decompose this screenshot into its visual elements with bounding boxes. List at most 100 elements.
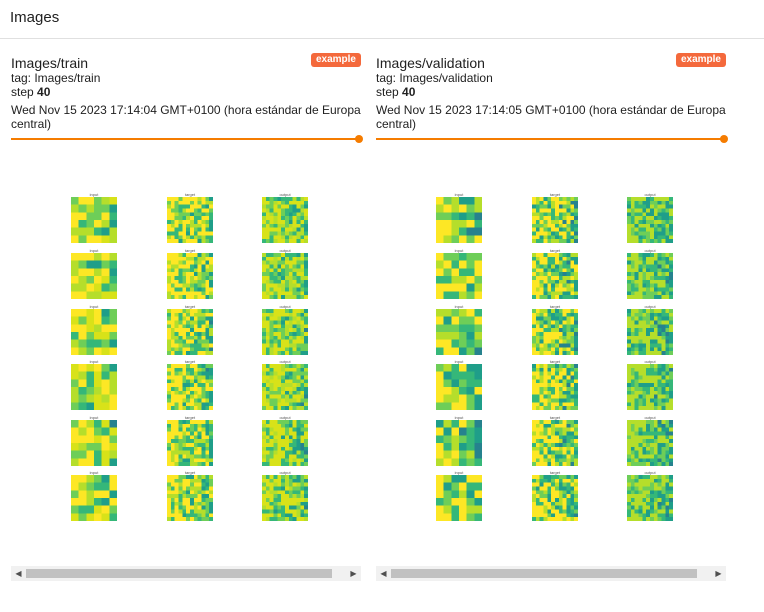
thumbnail-label: target [184, 304, 196, 309]
image-thumbnail-cell: input [436, 248, 482, 300]
thumbnail-label: target [184, 248, 196, 253]
step-slider[interactable] [11, 135, 363, 144]
thumbnail-label: output [279, 192, 291, 197]
heatmap-image [627, 253, 673, 299]
image-grid: input target output input target output input t… [11, 192, 361, 522]
chevron-left-icon[interactable]: ◀ [15, 569, 22, 578]
scrollbar-thumb[interactable] [391, 569, 697, 578]
heatmap-image [532, 309, 578, 355]
heatmap-image [262, 420, 308, 466]
heatmap-image [71, 309, 117, 355]
image-thumbnail-cell: target [532, 359, 578, 411]
thumbnail-label: target [549, 470, 561, 475]
image-thumbnail-cell: input [71, 415, 117, 467]
image-card-validation: Images/validation example tag: Images/va… [376, 52, 728, 582]
image-thumbnail-cell: target [532, 415, 578, 467]
chevron-right-icon[interactable]: ▶ [350, 569, 357, 578]
card-tag: tag: Images/validation [376, 71, 493, 85]
horizontal-scrollbar[interactable]: ◀ ▶ [11, 566, 361, 581]
run-badge: example [310, 53, 361, 67]
thumbnail-label: output [644, 359, 656, 364]
heatmap-image [262, 475, 308, 521]
image-thumbnail-cell: target [167, 415, 213, 467]
step-slider[interactable] [376, 135, 728, 144]
thumbnail-label: input [89, 248, 99, 253]
thumbnail-label: output [279, 415, 291, 420]
image-grid: input target output input target output input t… [376, 192, 726, 522]
thumbnail-label: input [454, 304, 464, 309]
slider-thumb[interactable] [720, 135, 728, 143]
heatmap-image [71, 197, 117, 243]
step-label: step [11, 85, 34, 99]
heatmap-image [262, 253, 308, 299]
heatmap-image [532, 420, 578, 466]
step-value: 40 [37, 85, 51, 99]
slider-thumb[interactable] [355, 135, 363, 143]
thumbnail-label: input [89, 304, 99, 309]
heatmap-image [436, 197, 482, 243]
card-step: step 40 [11, 85, 50, 99]
heatmap-image [436, 309, 482, 355]
heatmap-image [627, 364, 673, 410]
heatmap-image [71, 475, 117, 521]
thumbnail-label: target [184, 470, 196, 475]
page-title: Images [10, 9, 60, 26]
image-thumbnail-cell: output [262, 415, 308, 467]
step-value: 40 [402, 85, 416, 99]
heatmap-image [71, 420, 117, 466]
image-thumbnail-cell: output [262, 304, 308, 356]
image-thumbnail-cell: input [436, 415, 482, 467]
image-thumbnail-cell: input [71, 248, 117, 300]
scrollbar-thumb[interactable] [26, 569, 332, 578]
image-thumbnail-cell: target [532, 470, 578, 522]
thumbnail-label: input [454, 415, 464, 420]
thumbnail-label: output [644, 470, 656, 475]
heatmap-image [532, 253, 578, 299]
thumbnail-label: target [184, 192, 196, 197]
image-thumbnail-cell: input [71, 304, 117, 356]
slider-track[interactable] [11, 138, 358, 140]
heatmap-image [627, 420, 673, 466]
thumbnail-label: target [549, 359, 561, 364]
image-thumbnail-cell: output [262, 359, 308, 411]
image-thumbnail-cell: input [71, 192, 117, 244]
thumbnail-label: input [454, 248, 464, 253]
image-thumbnail-cell: output [627, 415, 673, 467]
slider-track[interactable] [376, 138, 723, 140]
heatmap-image [436, 420, 482, 466]
thumbnail-label: input [89, 415, 99, 420]
thumbnail-label: output [644, 192, 656, 197]
heatmap-image [627, 475, 673, 521]
heatmap-image [436, 253, 482, 299]
chevron-left-icon[interactable]: ◀ [380, 569, 387, 578]
thumbnail-label: target [549, 304, 561, 309]
heatmap-image [262, 364, 308, 410]
image-thumbnail-cell: output [262, 192, 308, 244]
card-title: Images/validation [376, 55, 485, 71]
step-label: step [376, 85, 399, 99]
heatmap-image [262, 309, 308, 355]
image-card-train: Images/train example tag: Images/train s… [11, 52, 363, 582]
image-thumbnail-cell: output [627, 304, 673, 356]
heatmap-image [532, 475, 578, 521]
card-step: step 40 [376, 85, 415, 99]
thumbnail-label: target [549, 248, 561, 253]
heatmap-image [262, 197, 308, 243]
image-thumbnail-cell: input [436, 192, 482, 244]
heatmap-image [71, 364, 117, 410]
thumbnail-label: input [454, 470, 464, 475]
card-tag: tag: Images/train [11, 71, 101, 85]
heatmap-image [532, 197, 578, 243]
image-thumbnail-cell: output [627, 192, 673, 244]
card-title: Images/train [11, 55, 89, 71]
thumbnail-label: output [644, 304, 656, 309]
horizontal-scrollbar[interactable]: ◀ ▶ [376, 566, 726, 581]
image-thumbnail-cell: output [627, 248, 673, 300]
heatmap-image [167, 475, 213, 521]
thumbnail-label: output [644, 248, 656, 253]
image-thumbnail-cell: target [167, 248, 213, 300]
thumbnail-label: output [279, 359, 291, 364]
chevron-right-icon[interactable]: ▶ [715, 569, 722, 578]
run-badge: example [675, 53, 726, 67]
image-thumbnail-cell: target [167, 304, 213, 356]
